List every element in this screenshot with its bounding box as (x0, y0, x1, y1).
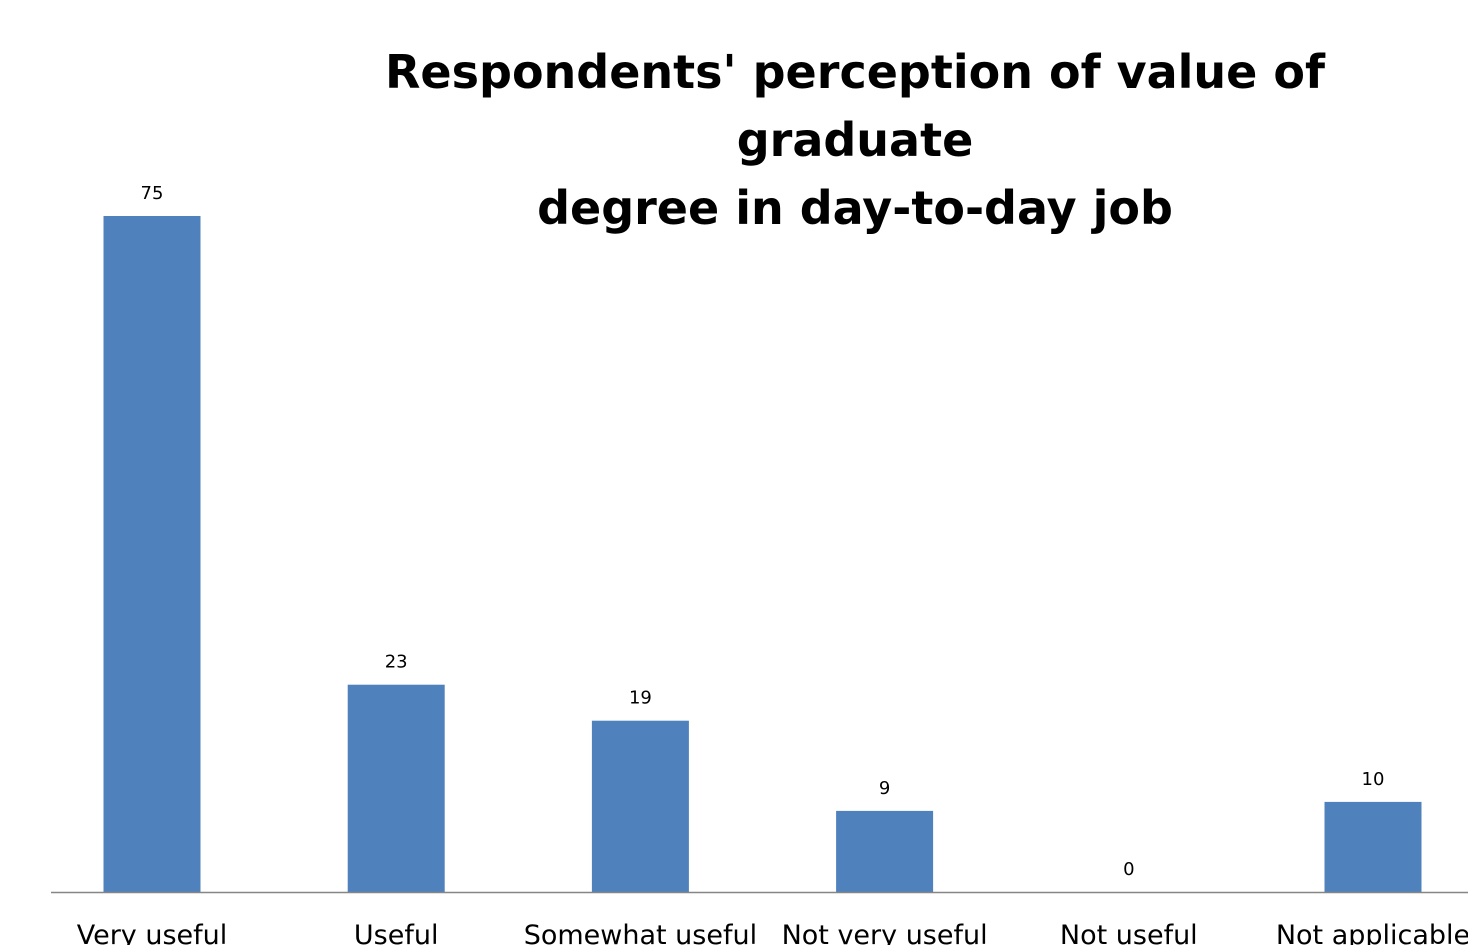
category-label-3: Not very useful (782, 920, 988, 945)
data-label-1: 23 (385, 652, 408, 673)
category-label-5: Not applicable (1276, 920, 1468, 945)
category-label-0: Very useful (77, 920, 228, 945)
category-label-2: Somewhat useful (524, 920, 757, 945)
bar-0 (103, 216, 201, 892)
data-label-2: 19 (629, 688, 652, 709)
category-label-4: Not useful (1060, 920, 1198, 945)
bar-5 (1324, 801, 1422, 892)
category-label-1: Useful (354, 920, 439, 945)
chart-title: Respondents' perception of value of grad… (300, 38, 1410, 242)
bar-1 (347, 684, 445, 892)
bar-2 (591, 720, 689, 892)
chart-title-line-2: degree in day-to-day job (537, 181, 1173, 235)
bar-3 (836, 810, 934, 892)
data-label-5: 10 (1362, 769, 1385, 790)
data-label-3: 9 (879, 778, 890, 799)
chart-title-line-1: Respondents' perception of value of grad… (385, 45, 1325, 167)
data-label-0: 75 (141, 183, 164, 204)
data-label-4: 0 (1123, 859, 1134, 880)
